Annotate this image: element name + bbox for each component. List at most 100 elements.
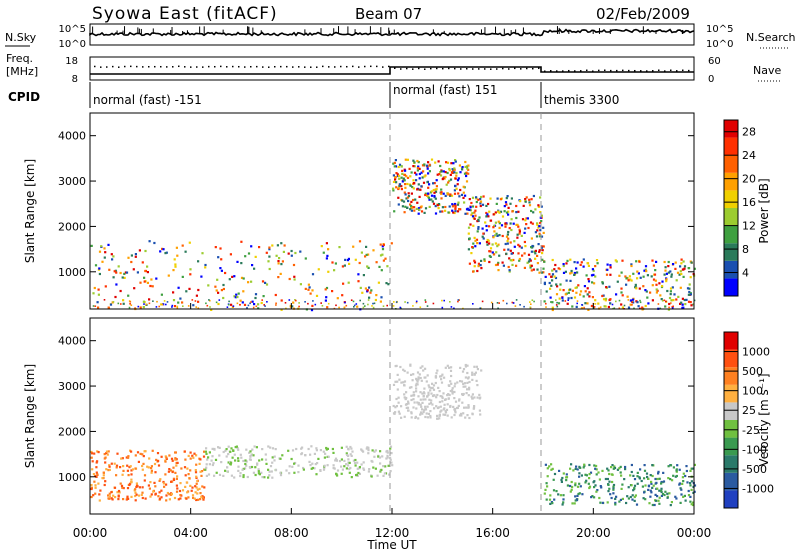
- scatter-cell-low: [285, 307, 287, 310]
- scatter-cell: [592, 481, 595, 484]
- scatter-cell: [492, 226, 495, 229]
- scatter-cell: [679, 302, 682, 305]
- scatter-cell: [191, 454, 194, 457]
- scatter-cell: [518, 232, 521, 235]
- scatter-cell: [160, 455, 163, 458]
- scatter-cell: [410, 205, 413, 208]
- scatter-cell: [669, 478, 672, 481]
- scatter-cell: [631, 298, 635, 301]
- colorbar-segment: [724, 120, 738, 138]
- scatter-cell: [442, 192, 445, 195]
- scatter-cell: [546, 475, 549, 478]
- scatter-cell: [292, 263, 296, 267]
- scatter-cell: [92, 494, 95, 497]
- scatter-cell: [642, 275, 645, 278]
- scatter-cell: [148, 457, 151, 460]
- scatter-cell: [94, 492, 97, 495]
- nave-dot: [370, 65, 372, 68]
- scatter-cell: [279, 471, 282, 474]
- scatter-cell: [458, 414, 462, 417]
- scatter-cell-low: [497, 307, 499, 310]
- scatter-cell: [430, 198, 433, 201]
- scatter-cell: [642, 285, 645, 288]
- scatter-cell: [590, 496, 593, 499]
- scatter-cell: [632, 474, 635, 477]
- scatter-cell: [97, 293, 100, 296]
- scatter-cell: [394, 406, 397, 409]
- scatter-cell: [309, 464, 312, 467]
- scatter-cell: [574, 484, 577, 487]
- freq-right-tick-top: 60: [708, 56, 721, 67]
- scatter-cell: [168, 468, 171, 471]
- scatter-cell: [203, 486, 206, 489]
- scatter-cell: [485, 241, 489, 244]
- scatter-cell: [625, 283, 628, 286]
- scatter-cell: [562, 494, 565, 497]
- scatter-cell: [452, 169, 455, 172]
- scatter-cell: [309, 453, 312, 456]
- scatter-cell: [570, 296, 573, 300]
- scatter-cell: [140, 493, 143, 496]
- scatter-cell: [435, 372, 438, 375]
- nave-dot: [460, 68, 462, 70]
- scatter-cell: [569, 467, 572, 470]
- scatter-cell-low: [288, 299, 291, 301]
- scatter-cell: [267, 445, 270, 448]
- nave-dot: [604, 69, 606, 72]
- scatter-cell: [523, 231, 526, 234]
- scatter-cell: [150, 465, 153, 468]
- scatter-cell: [427, 196, 430, 199]
- scatter-cell: [334, 457, 338, 460]
- scatter-cell: [428, 398, 431, 401]
- scatter-cell: [447, 211, 450, 214]
- scatter-cell: [149, 284, 152, 288]
- scatter-cell: [317, 457, 320, 460]
- scatter-cell: [569, 258, 572, 261]
- scatter-cell: [586, 287, 589, 290]
- scatter-cell: [264, 458, 268, 461]
- scatter-cell: [370, 475, 373, 478]
- scatter-cell: [684, 499, 687, 502]
- scatter-cell: [488, 260, 491, 264]
- scatter-cell: [530, 246, 533, 249]
- scatter-cell: [571, 305, 574, 308]
- scatter-cell: [97, 306, 100, 309]
- scatter-cell-low: [171, 306, 173, 308]
- scatter-cell: [127, 474, 130, 477]
- scatter-cell: [410, 416, 413, 419]
- scatter-cell: [428, 183, 431, 186]
- scatter-cell-low: [266, 301, 268, 303]
- scatter-cell-low: [639, 301, 642, 304]
- scatter-cell: [528, 198, 531, 201]
- scatter-cell: [470, 395, 473, 398]
- scatter-cell: [627, 279, 630, 282]
- scatter-cell: [430, 194, 434, 197]
- scatter-cell: [525, 196, 528, 199]
- scatter-cell: [670, 501, 673, 504]
- scatter-cell: [107, 450, 110, 453]
- scatter-cell: [523, 252, 526, 255]
- scatter-cell: [381, 253, 384, 256]
- scatter-cell: [415, 173, 418, 176]
- scatter-cell: [434, 197, 437, 200]
- scatter-cell: [208, 451, 211, 454]
- scatter-cell: [108, 468, 111, 471]
- scatter-cell: [511, 252, 514, 255]
- colorbar-tick-label: 25: [742, 404, 756, 417]
- scatter-cell: [122, 299, 125, 302]
- scatter-cell: [260, 301, 263, 305]
- scatter-cell: [368, 468, 371, 471]
- scatter-cell: [613, 466, 617, 470]
- scatter-cell: [543, 260, 546, 263]
- scatter-cell-low: [406, 301, 409, 304]
- scatter-cell: [420, 405, 423, 408]
- scatter-cell: [497, 243, 500, 246]
- scatter-cell: [342, 282, 345, 285]
- scatter-cell: [658, 502, 661, 505]
- scatter-cell: [177, 286, 180, 289]
- scatter-cell: [646, 475, 649, 479]
- scatter-cell: [290, 249, 293, 253]
- scatter-cell: [398, 177, 401, 180]
- scatter-cell: [412, 373, 415, 376]
- scatter-cell: [127, 497, 130, 500]
